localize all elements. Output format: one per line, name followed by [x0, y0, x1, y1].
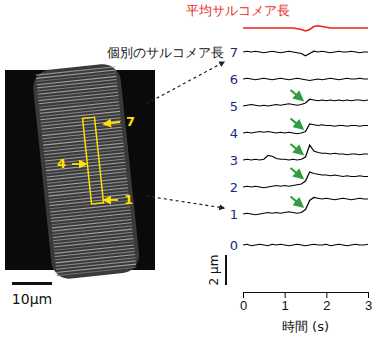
image-label: 4 [57, 156, 66, 171]
x-tick-mark [243, 292, 244, 298]
image-scale-label: 10μm [12, 291, 52, 307]
trace [243, 198, 368, 215]
trace [243, 99, 368, 106]
striation [57, 267, 137, 275]
event-arrow [291, 144, 303, 154]
x-axis-line [244, 292, 369, 293]
trace-label: 2 [230, 180, 238, 195]
micrograph: 7 4 1 [5, 62, 155, 280]
average-trace [243, 26, 368, 31]
cell-body [31, 62, 140, 280]
x-tick: 1 [282, 292, 289, 313]
x-tick-label: 1 [282, 298, 289, 313]
trace-label: 3 [230, 153, 238, 168]
trace [243, 172, 368, 188]
trace [243, 51, 368, 56]
trace [243, 145, 368, 160]
x-tick: 0 [240, 292, 247, 313]
trace-label: 4 [230, 126, 238, 141]
event-arrow [291, 119, 303, 129]
x-tick-label: 3 [365, 298, 372, 313]
scale-bar-label: 2 μm [207, 255, 221, 286]
trace [243, 244, 368, 246]
x-tick-mark [285, 292, 286, 298]
trace-label: 1 [230, 207, 238, 222]
cell [31, 62, 140, 280]
label-arrow [104, 122, 120, 124]
plot-area [243, 26, 368, 246]
x-tick-mark [326, 292, 327, 298]
event-arrow [291, 197, 303, 207]
trace-label: 6 [230, 72, 238, 87]
image-label: 1 [124, 192, 133, 207]
scale-bar [225, 255, 227, 285]
x-axis: 0 1 2 3 [240, 292, 372, 313]
trace-label: 0 [230, 238, 238, 253]
event-arrow [291, 168, 303, 178]
label-arrow [104, 199, 118, 201]
trace [243, 124, 368, 134]
x-tick-label: 0 [240, 298, 247, 313]
labels: 平均サルコメア長 0 1 2 3 4 5 6 7 個別のサルコメア長 [107, 3, 303, 253]
image-label: 7 [126, 114, 135, 129]
trace [243, 78, 368, 80]
average-label: 平均サルコメア長 [186, 3, 290, 18]
x-axis-title: 時間 (s) [282, 319, 329, 334]
image-scale-bar [12, 282, 52, 285]
x-tick: 2 [323, 292, 330, 313]
figure: 7 4 1 10μm 平均サルコメア長 0 1 2 3 4 5 6 7 個別のサルコメア長 2 μm 0 1 2 3… [0, 0, 377, 341]
selection-box [83, 117, 104, 204]
label-arrow [72, 163, 86, 165]
pointer-arrow [146, 62, 224, 104]
x-tick: 3 [365, 292, 372, 313]
trace-label: 7 [230, 45, 238, 60]
x-tick-label: 2 [323, 298, 330, 313]
x-tick-mark [368, 292, 369, 298]
event-arrow [291, 90, 303, 100]
group-label: 個別のサルコメア長 [107, 45, 224, 60]
trace-label: 5 [230, 99, 238, 114]
pointer-arrow [146, 196, 224, 208]
